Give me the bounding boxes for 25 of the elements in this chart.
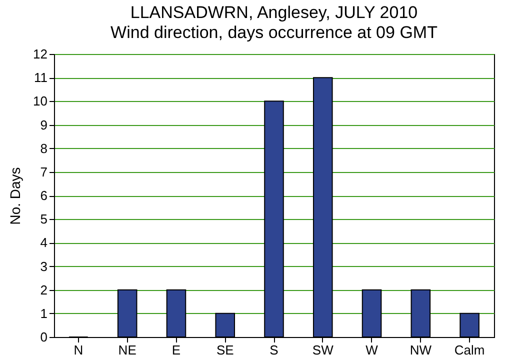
y-axis-title: No. Days <box>7 167 24 225</box>
y-tick-label: 4 <box>40 235 48 250</box>
x-tick-label: NE <box>118 342 137 358</box>
y-tick-label: 9 <box>40 117 48 132</box>
y-tick-label: 10 <box>33 94 48 109</box>
y-tick-label: 6 <box>40 188 48 203</box>
x-tick-label: E <box>172 342 181 358</box>
x-tick-label: W <box>366 342 379 358</box>
y-tick-label: 7 <box>40 164 48 180</box>
y-tick-label: 8 <box>40 140 48 156</box>
chart-subtitle: Wind direction, days occurrence at 09 GMT <box>110 23 438 42</box>
chart-title: LLANSADWRN, Anglesey, JULY 2010 <box>130 3 418 22</box>
x-tick-label: N <box>74 342 84 358</box>
y-tick-label: 1 <box>40 306 48 321</box>
y-tick-label: 12 <box>33 46 48 62</box>
y-tick-label: 5 <box>40 212 48 227</box>
y-tick-label: 11 <box>34 70 48 86</box>
y-tick-label: 2 <box>40 282 48 298</box>
x-tick-label: S <box>270 342 279 358</box>
x-tick-label: NW <box>410 342 432 358</box>
x-tick-label: Calm <box>454 342 485 358</box>
x-tick-label: SW <box>312 342 334 358</box>
x-tick-label: SE <box>216 342 234 358</box>
y-tick-label: 3 <box>40 258 48 274</box>
y-tick-label: 0 <box>40 330 48 344</box>
